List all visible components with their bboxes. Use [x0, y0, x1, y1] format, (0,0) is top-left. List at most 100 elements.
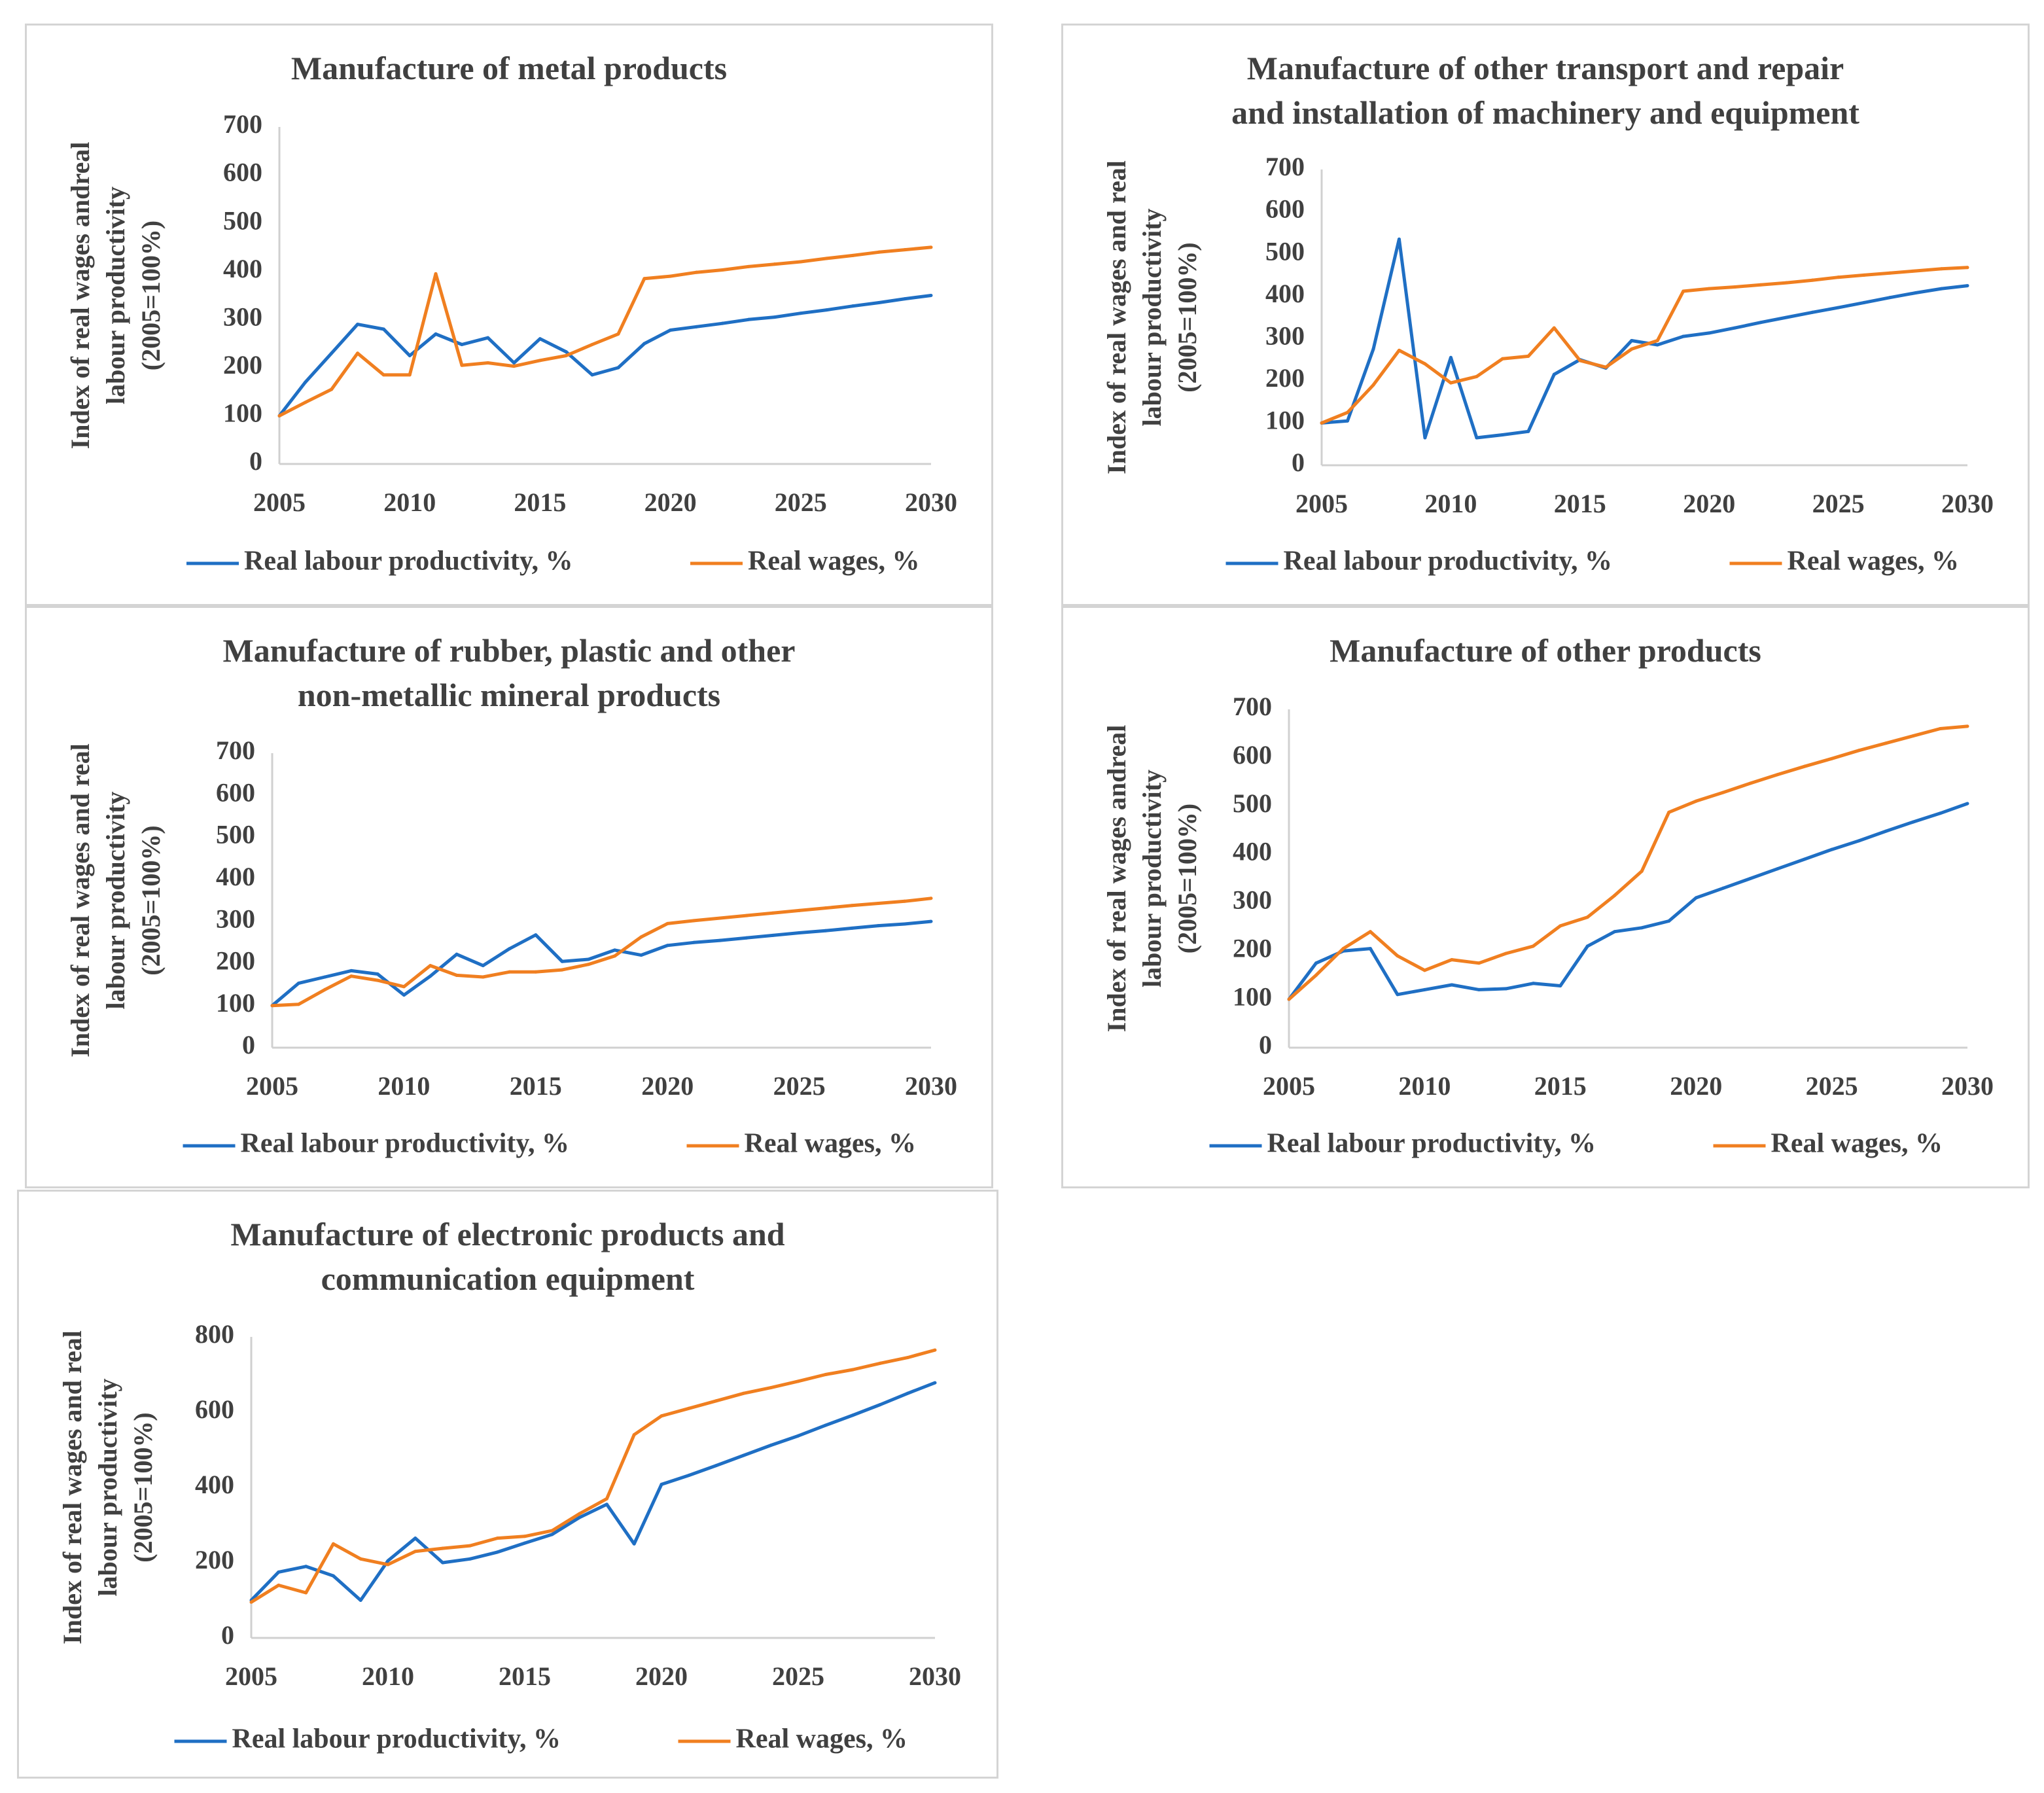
y-tick-label: 0 — [1259, 1030, 1272, 1059]
chart-title: Manufacture of other transport and repai… — [1247, 50, 1844, 86]
chart-panel-rubber-plastic: Manufacture of rubber, plastic and other… — [25, 606, 993, 1188]
data-point-productivity — [669, 328, 673, 332]
data-point-productivity — [560, 959, 564, 963]
x-tick-label: 2005 — [225, 1661, 277, 1691]
data-point-wages — [1320, 421, 1324, 425]
data-point-wages — [304, 1591, 308, 1595]
data-point-wages — [929, 245, 933, 249]
data-point-wages — [486, 361, 490, 364]
data-point-wages — [1748, 781, 1752, 785]
series-line-productivity — [1321, 238, 1968, 440]
data-point-wages — [441, 1546, 445, 1550]
y-tick-label: 0 — [249, 446, 262, 476]
series-line-wages — [1288, 724, 1968, 1001]
data-point-wages — [1862, 273, 1866, 277]
data-point-productivity — [687, 1474, 691, 1478]
data-point-productivity — [331, 1574, 335, 1578]
data-point-wages — [639, 935, 643, 939]
data-point-productivity — [1559, 984, 1562, 987]
data-point-productivity — [903, 297, 907, 301]
legend-label-productivity: Real labour productivity, % — [241, 1129, 570, 1159]
data-point-productivity — [1748, 877, 1752, 880]
series-line-productivity — [250, 1381, 936, 1602]
data-point-wages — [720, 268, 724, 272]
y-axis-label: Index of real wages and real — [65, 743, 95, 1057]
data-point-wages — [523, 1535, 527, 1538]
data-point-productivity — [455, 952, 459, 956]
data-point-productivity — [1552, 372, 1556, 376]
data-point-productivity — [1314, 961, 1318, 965]
y-tick-label: 200 — [195, 1545, 234, 1574]
data-point-productivity — [1965, 802, 1969, 806]
x-tick-label: 2010 — [383, 488, 436, 517]
data-point-wages — [850, 904, 854, 908]
y-tick-label: 0 — [1292, 448, 1305, 477]
data-point-wages — [747, 264, 750, 268]
y-axis-label: Index of real wages and real — [1102, 160, 1131, 474]
data-point-wages — [349, 974, 353, 978]
data-point-productivity — [773, 315, 777, 319]
legend-label-wages: Real wages, % — [745, 1129, 916, 1159]
data-point-productivity — [1939, 811, 1943, 815]
data-point-wages — [616, 332, 620, 336]
data-point-productivity — [741, 1453, 745, 1457]
data-point-productivity — [460, 343, 464, 347]
data-point-productivity — [578, 1516, 582, 1519]
data-point-productivity — [605, 1502, 608, 1506]
data-point-wages — [1500, 357, 1504, 361]
data-point-productivity — [643, 342, 646, 346]
data-point-productivity — [550, 1533, 554, 1536]
data-point-wages — [824, 1373, 828, 1376]
data-point-wages — [414, 1550, 417, 1553]
data-point-wages — [578, 1512, 582, 1516]
data-point-productivity — [1450, 983, 1454, 987]
data-point-wages — [512, 364, 516, 368]
data-point-productivity — [745, 936, 749, 940]
data-point-productivity — [429, 974, 432, 978]
data-point-wages — [1314, 973, 1318, 977]
data-point-wages — [1759, 283, 1763, 287]
data-point-productivity — [1785, 315, 1789, 319]
data-point-productivity — [1837, 306, 1841, 310]
data-point-productivity — [1500, 433, 1504, 437]
data-point-wages — [771, 911, 775, 915]
data-point-wages — [773, 262, 777, 266]
x-tick-label: 2005 — [253, 488, 306, 517]
y-axis-label: (2005=100%) — [1172, 804, 1202, 953]
data-point-productivity — [1585, 944, 1589, 948]
y-tick-label: 800 — [195, 1319, 234, 1349]
chart-svg: Manufacture of metal products Index of re… — [65, 50, 957, 577]
data-point-productivity — [486, 336, 490, 340]
data-point-wages — [1785, 281, 1789, 285]
data-point-wages — [825, 257, 829, 260]
x-tick-label: 2030 — [905, 1071, 957, 1101]
data-point-wages — [550, 1529, 554, 1533]
data-point-productivity — [441, 1561, 445, 1565]
data-point-productivity — [878, 1403, 882, 1406]
data-point-wages — [1345, 410, 1349, 414]
y-axis-label: labour productivity — [1137, 770, 1167, 987]
chart-title: Manufacture of metal products — [291, 50, 727, 86]
data-point-wages — [745, 914, 749, 917]
data-point-wages — [1526, 354, 1530, 358]
data-point-productivity — [1965, 284, 1969, 288]
x-tick-label: 2005 — [1263, 1071, 1315, 1101]
data-point-productivity — [660, 1482, 663, 1486]
data-point-wages — [876, 902, 880, 905]
data-point-productivity — [1475, 436, 1479, 440]
data-point-wages — [481, 975, 485, 979]
data-point-wages — [359, 1557, 362, 1561]
data-point-productivity — [769, 1444, 773, 1447]
x-tick-label: 2005 — [1295, 489, 1348, 518]
data-point-productivity — [1345, 419, 1349, 423]
y-tick-label: 200 — [1233, 933, 1272, 963]
data-point-productivity — [481, 964, 485, 968]
data-point-wages — [1830, 756, 1834, 760]
x-tick-label: 2005 — [246, 1071, 298, 1101]
data-point-productivity — [1368, 947, 1372, 951]
chart-title: Manufacture of rubber, plastic and other — [223, 632, 796, 669]
data-point-productivity — [1397, 238, 1401, 241]
data-point-productivity — [1707, 331, 1711, 335]
y-axis-label: labour productivity — [1137, 208, 1167, 426]
y-tick-label: 500 — [1265, 236, 1305, 266]
